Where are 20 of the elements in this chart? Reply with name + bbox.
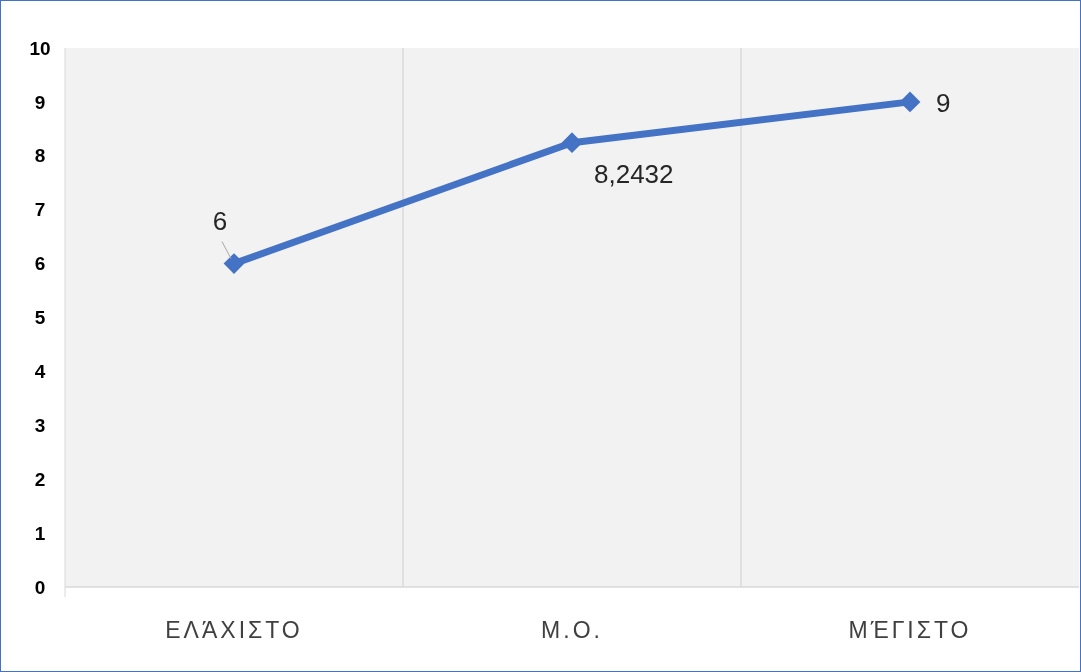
point	[224, 253, 244, 274]
y-tick-label: 8	[34, 145, 46, 167]
data-label: 9	[936, 87, 951, 118]
y-tick-label: 0	[34, 576, 46, 598]
y-tick-label: 10	[29, 37, 51, 59]
y-tick-label: 4	[34, 361, 46, 383]
y-tick-label: 3	[34, 414, 46, 436]
data-label: 8,2432	[594, 158, 674, 189]
y-tick-label: 1	[34, 522, 46, 544]
data-label: 6	[212, 205, 228, 236]
x-tick-label: Μ.Ο.	[541, 617, 603, 643]
point	[900, 91, 920, 112]
x-tick-label: ΜΈΓΙΣΤΟ	[848, 617, 972, 643]
y-tick-label: 5	[34, 307, 46, 329]
y-tick-label: 7	[34, 199, 46, 221]
x-tick-label: ΕΛΆΧΙΣΤΟ	[165, 617, 303, 643]
point	[562, 132, 582, 153]
y-tick-label: 6	[34, 253, 46, 275]
y-tick-label: 2	[34, 468, 46, 490]
y-tick-label: 9	[34, 91, 46, 113]
